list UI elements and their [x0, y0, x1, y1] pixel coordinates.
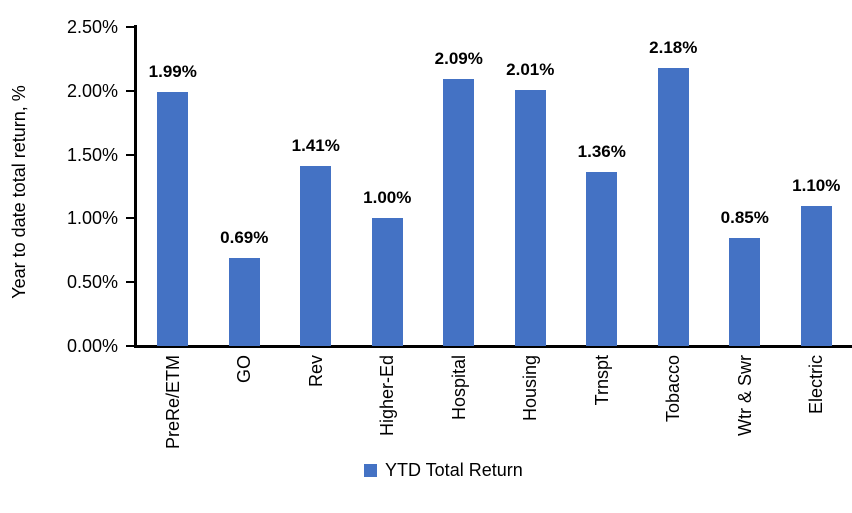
bar-Wtr & Swr	[729, 237, 761, 346]
bar-value-label: 1.00%	[363, 188, 412, 208]
x-category-label: Higher-Ed	[377, 355, 398, 437]
x-category-label: Trnspt	[591, 355, 612, 406]
x-category-label: PreRe/ETM	[162, 355, 183, 450]
bar-value-label: 2.09%	[434, 49, 483, 69]
bar-Rev	[300, 166, 332, 346]
x-category-label: GO	[234, 355, 255, 384]
bar-Tobacco	[657, 67, 689, 346]
legend-swatch	[364, 463, 377, 477]
x-axis-line	[134, 345, 852, 348]
y-tick-label: 1.00%	[66, 208, 118, 229]
x-category-label: Electric	[806, 355, 827, 415]
y-tick-label: 0.00%	[66, 336, 118, 356]
x-category-label: Tobacco	[663, 355, 684, 423]
y-tick-mark	[126, 89, 136, 92]
bar-Hospital	[443, 79, 475, 346]
y-tick-label: 2.00%	[66, 80, 118, 101]
y-tick-label: 1.50%	[66, 144, 118, 165]
bar-GO	[228, 257, 260, 346]
bar-value-label: 1.10%	[792, 175, 841, 195]
x-category-label: Wtr & Swr	[734, 355, 755, 436]
bar-value-label: 2.18%	[649, 37, 698, 57]
bar-value-label: 2.01%	[506, 59, 555, 79]
y-tick-mark	[126, 217, 136, 220]
y-axis-line	[134, 25, 137, 348]
x-category-label: Housing	[520, 355, 541, 422]
bar-value-label: 0.69%	[220, 227, 269, 247]
bar-Housing	[514, 89, 546, 346]
y-tick-label: 0.50%	[66, 272, 118, 293]
bar-value-label: 1.41%	[291, 136, 340, 156]
y-axis-title: Year to date total return, %	[9, 85, 29, 299]
y-tick-mark	[126, 345, 136, 347]
bar-value-label: 1.99%	[148, 62, 197, 82]
y-tick-label: 2.50%	[66, 17, 118, 37]
bar-value-label: 1.36%	[577, 142, 626, 162]
x-category-label: Rev	[305, 355, 326, 388]
bar-Trnspt	[586, 172, 618, 346]
bar-value-label: 0.85%	[720, 207, 769, 227]
bar-Electric	[800, 205, 832, 346]
y-tick-mark	[126, 153, 136, 156]
bar-PreRe/ETM	[157, 92, 189, 346]
legend-label: YTD Total Return	[385, 460, 523, 480]
y-tick-mark	[126, 26, 136, 28]
legend: YTD Total Return	[364, 459, 523, 481]
bar-Higher-Ed	[371, 218, 403, 346]
y-tick-mark	[126, 281, 136, 284]
x-category-label: Hospital	[448, 355, 469, 421]
